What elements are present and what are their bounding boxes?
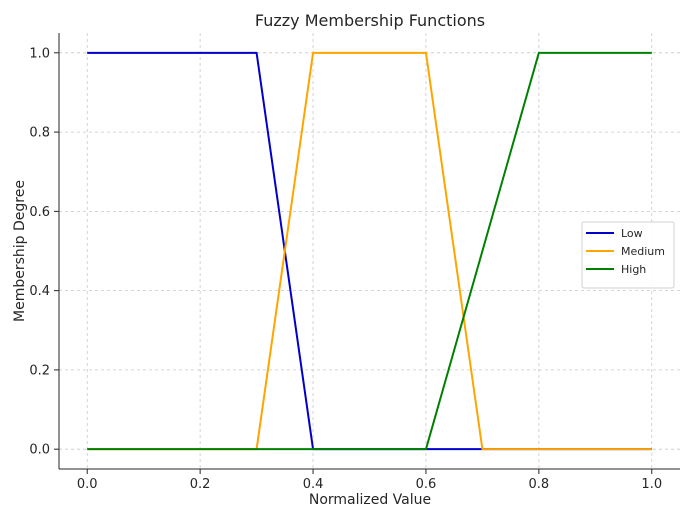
- legend-label-high: High: [621, 263, 646, 276]
- y-tick-label-1: 0.2: [29, 363, 50, 378]
- y-axis-label: Membership Degree: [12, 180, 28, 322]
- axes: [58, 33, 680, 470]
- series-line-high: [87, 51, 652, 451]
- legend-label-medium: Medium: [621, 245, 665, 258]
- y-tick-label-0: 0.0: [29, 443, 50, 458]
- x-tick-label-3: 0.6: [416, 477, 437, 492]
- series-group: [87, 51, 652, 451]
- y-tick-label-2: 0.4: [29, 284, 50, 299]
- x-tick-label-4: 0.8: [529, 477, 550, 492]
- legend-label-low: Low: [621, 227, 643, 240]
- x-tick-label-0: 0.0: [77, 477, 98, 492]
- x-tick-label-5: 1.0: [641, 477, 662, 492]
- y-tick-label-5: 1.0: [29, 46, 50, 61]
- x-tick-label-1: 0.2: [190, 477, 211, 492]
- x-axis-label: Normalized Value: [309, 492, 431, 508]
- legend: Low Medium High: [581, 221, 675, 289]
- y-tick-label-3: 0.6: [29, 205, 50, 220]
- y-tick-label-4: 0.8: [29, 126, 50, 141]
- grid: [59, 33, 680, 469]
- chart-title: Fuzzy Membership Functions: [255, 11, 485, 30]
- legend-box: [581, 221, 675, 289]
- x-tick-label-2: 0.4: [303, 477, 324, 492]
- ticks: 0.0 0.2 0.4 0.6 0.8 1.0 0.0 0.2 0.4 0.6 0.8 1.0: [29, 46, 662, 492]
